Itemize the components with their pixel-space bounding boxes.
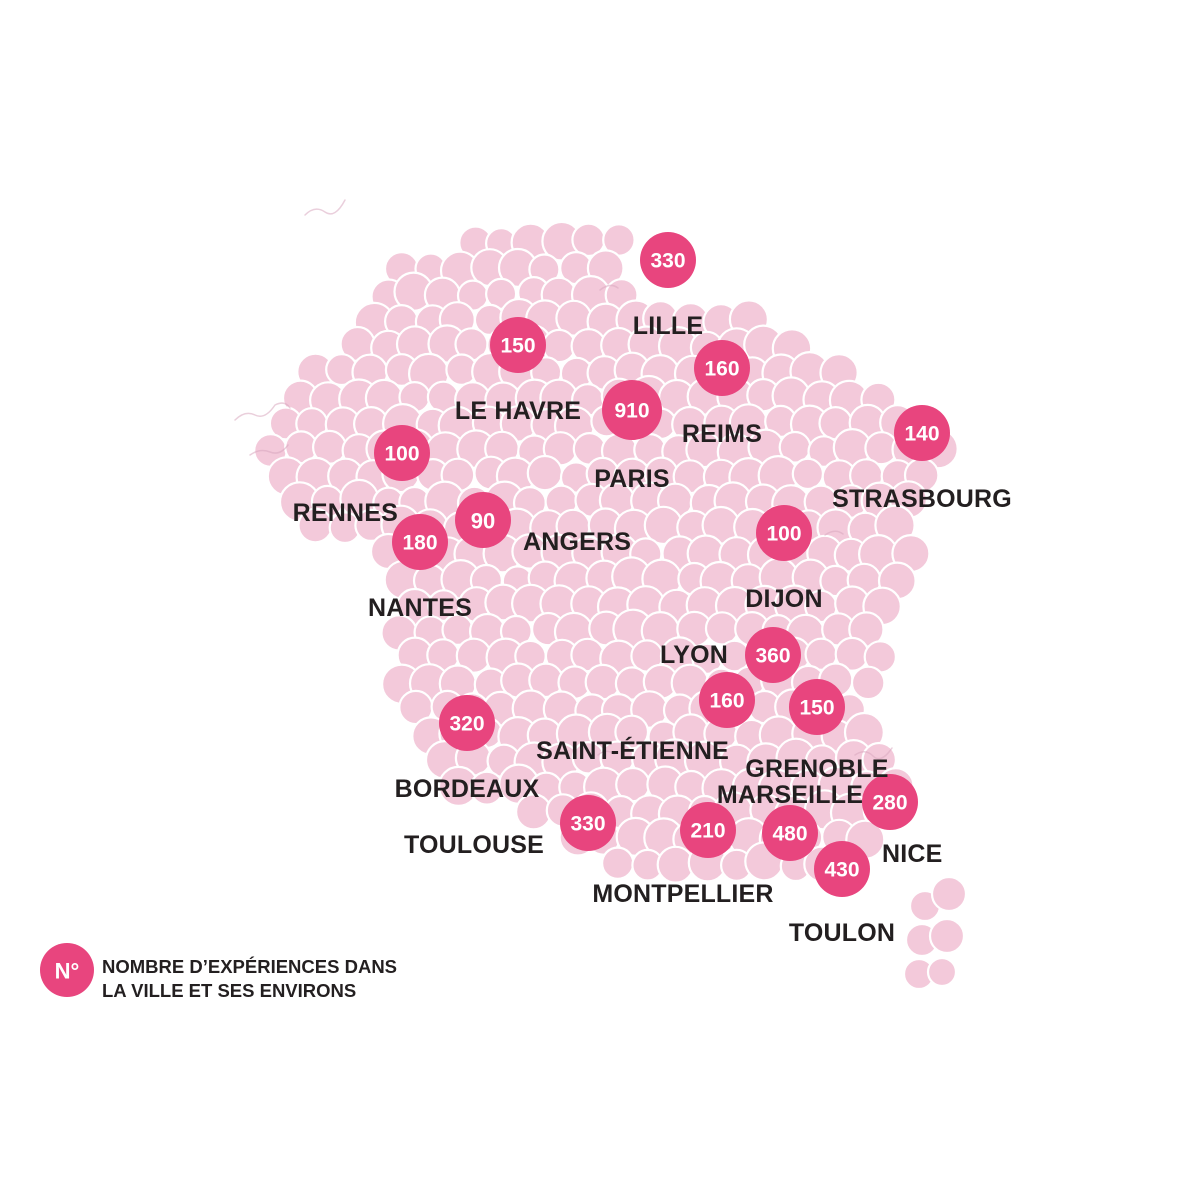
svg-text:910: 910 xyxy=(614,400,649,423)
svg-text:N°: N° xyxy=(55,959,80,984)
svg-text:330: 330 xyxy=(650,250,685,273)
svg-text:90: 90 xyxy=(471,509,495,534)
svg-text:330: 330 xyxy=(570,813,605,836)
svg-text:160: 160 xyxy=(709,690,744,713)
svg-text:150: 150 xyxy=(799,697,834,720)
svg-text:480: 480 xyxy=(772,823,807,846)
svg-text:160: 160 xyxy=(704,358,739,381)
svg-text:320: 320 xyxy=(449,713,484,736)
svg-text:430: 430 xyxy=(824,859,859,882)
svg-text:360: 360 xyxy=(755,645,790,668)
svg-text:280: 280 xyxy=(872,792,907,815)
svg-text:180: 180 xyxy=(402,532,437,555)
svg-text:150: 150 xyxy=(500,335,535,358)
svg-text:100: 100 xyxy=(766,523,801,546)
svg-text:100: 100 xyxy=(384,443,419,466)
svg-text:210: 210 xyxy=(690,820,725,843)
svg-text:140: 140 xyxy=(904,423,939,446)
